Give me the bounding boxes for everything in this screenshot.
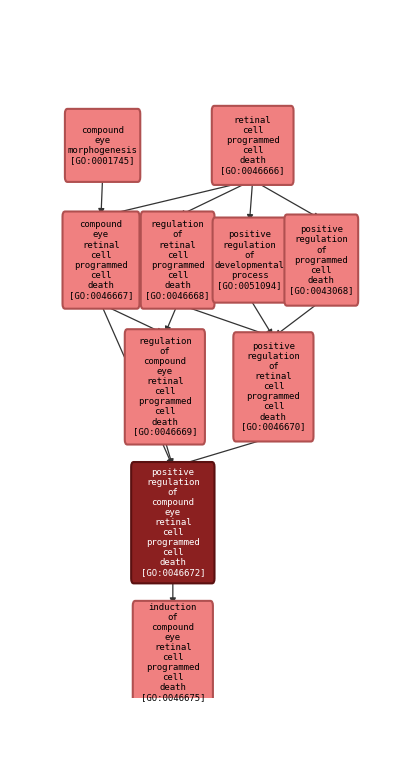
FancyBboxPatch shape xyxy=(65,109,140,182)
FancyBboxPatch shape xyxy=(141,212,215,309)
Text: regulation
of
retinal
cell
programmed
cell
death
[GO:0046668]: regulation of retinal cell programmed ce… xyxy=(145,220,210,299)
Text: compound
eye
retinal
cell
programmed
cell
death
[GO:0046667]: compound eye retinal cell programmed cel… xyxy=(69,220,133,299)
FancyBboxPatch shape xyxy=(125,329,205,445)
FancyBboxPatch shape xyxy=(233,332,314,441)
FancyBboxPatch shape xyxy=(213,217,286,303)
FancyBboxPatch shape xyxy=(63,212,140,309)
Text: compound
eye
morphogenesis
[GO:0001745]: compound eye morphogenesis [GO:0001745] xyxy=(68,125,138,165)
Text: induction
of
compound
eye
retinal
cell
programmed
cell
death
[GO:0046675]: induction of compound eye retinal cell p… xyxy=(140,603,205,702)
FancyBboxPatch shape xyxy=(212,106,293,185)
Text: positive
regulation
of
developmental
process
[GO:0051094]: positive regulation of developmental pro… xyxy=(215,230,284,290)
FancyBboxPatch shape xyxy=(131,462,215,583)
FancyBboxPatch shape xyxy=(284,215,358,306)
FancyBboxPatch shape xyxy=(133,601,213,704)
Text: positive
regulation
of
programmed
cell
death
[GO:0043068]: positive regulation of programmed cell d… xyxy=(289,226,353,295)
Text: retinal
cell
programmed
cell
death
[GO:0046666]: retinal cell programmed cell death [GO:0… xyxy=(220,116,285,175)
Text: regulation
of
compound
eye
retinal
cell
programmed
cell
death
[GO:0046669]: regulation of compound eye retinal cell … xyxy=(133,337,197,437)
Text: positive
regulation
of
compound
eye
retinal
cell
programmed
cell
death
[GO:00466: positive regulation of compound eye reti… xyxy=(140,468,205,578)
Text: positive
regulation
of
retinal
cell
programmed
cell
death
[GO:0046670]: positive regulation of retinal cell prog… xyxy=(241,342,306,431)
